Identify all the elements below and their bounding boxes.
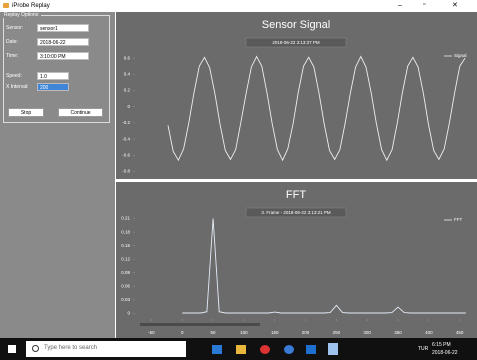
- taskbar-icon[interactable]: [260, 345, 270, 354]
- y-tick-label: 0.12: [121, 256, 130, 261]
- taskbar-icon[interactable]: [306, 345, 316, 354]
- charts: Sensor Signal 2018-06-22 3:13:37 PM 0.6 0.4…: [116, 12, 477, 338]
- legend-label: FFT: [454, 217, 462, 222]
- scrollbar[interactable]: [140, 323, 260, 326]
- x-tick-label: 400: [425, 330, 433, 335]
- x-tick-label: 450: [456, 330, 464, 335]
- window-title: iProbe Replay: [12, 3, 50, 9]
- y-tick-label: 0.4: [124, 71, 131, 76]
- legend-label: Signal: [454, 53, 467, 58]
- y-tick-label: -0.6: [122, 153, 130, 158]
- y-tick-label: -0.8: [122, 169, 130, 174]
- y-tick-label: -0.2: [122, 120, 130, 125]
- y-tick-label: 0.06: [121, 284, 130, 289]
- field-label: Sensor:: [6, 25, 23, 31]
- title-bar: iProbe Replay – ▫ ✕: [0, 0, 477, 12]
- x-tick-label: 100: [240, 330, 248, 335]
- chart-subtitle: 3. Frame - 2018-06-22 3:13:21 PM: [261, 210, 331, 215]
- field-label: X Interval:: [6, 84, 29, 90]
- x-tick-label: -50: [148, 330, 155, 335]
- y-tick-label: -0.4: [122, 136, 130, 141]
- taskbar-icon[interactable]: [212, 345, 222, 354]
- taskbar-icon[interactable]: [328, 343, 338, 355]
- y-tick-label: 0.2: [124, 88, 131, 93]
- field-label: Time:: [6, 53, 18, 59]
- chart-subtitle: 2018-06-22 3:13:37 PM: [272, 40, 320, 45]
- y-tick-label: 0.21: [121, 216, 130, 221]
- x-tick-label: 200: [302, 330, 310, 335]
- stop-button[interactable]: Stop: [8, 108, 44, 117]
- taskbar-icon[interactable]: [284, 345, 294, 354]
- app-icon: [3, 3, 9, 8]
- x-tick-label: 350: [394, 330, 402, 335]
- field-input[interactable]: 2018-06-22: [37, 38, 89, 46]
- field-input[interactable]: 3:10:00 PM: [37, 52, 89, 60]
- x-tick-label: 150: [271, 330, 279, 335]
- x-tick-label: 250: [333, 330, 341, 335]
- options-panel: Replay Options: Sensor: sensor1 Date: 2018-…: [0, 12, 115, 338]
- y-tick-label: 0.18: [121, 229, 130, 234]
- search-placeholder: Type here to search: [44, 345, 97, 351]
- start-button[interactable]: [8, 345, 16, 353]
- field-input[interactable]: sensor1: [37, 24, 89, 32]
- group-title: Replay Options:: [3, 12, 41, 18]
- language[interactable]: TUR: [418, 346, 428, 352]
- y-tick-label: 0.03: [121, 297, 130, 302]
- clock-time[interactable]: 6:15 PM: [432, 342, 451, 348]
- page: iProbe Replay – ▫ ✕ Replay Options: Sens…: [0, 0, 477, 360]
- search-box[interactable]: Type here to search: [26, 341, 186, 357]
- field-input[interactable]: 1.0: [37, 72, 69, 80]
- taskbar-icon[interactable]: [236, 345, 246, 354]
- minimize-button[interactable]: –: [398, 2, 402, 9]
- field-label: Speed:: [6, 73, 22, 79]
- y-tick-label: 0.09: [121, 270, 130, 275]
- field-label: Date:: [6, 39, 18, 45]
- y-tick-label: 0.15: [121, 243, 130, 248]
- chart-background: [116, 12, 477, 179]
- maximize-button[interactable]: ▫: [423, 1, 425, 8]
- x-tick-label: 50: [211, 330, 217, 335]
- chart-title: FFT: [286, 189, 306, 201]
- clock-date[interactable]: 2018-06-22: [432, 350, 458, 356]
- continue-button[interactable]: Continue: [58, 108, 103, 117]
- chart-title: Sensor Signal: [262, 19, 331, 31]
- close-button[interactable]: ✕: [452, 1, 458, 9]
- y-tick-label: 0.6: [124, 55, 131, 60]
- chart-background: [116, 182, 477, 338]
- taskbar: Type here to search TUR 6:15 PM 2018-06-…: [0, 338, 477, 360]
- x-tick-label: 300: [363, 330, 371, 335]
- field-input[interactable]: 200: [37, 83, 69, 91]
